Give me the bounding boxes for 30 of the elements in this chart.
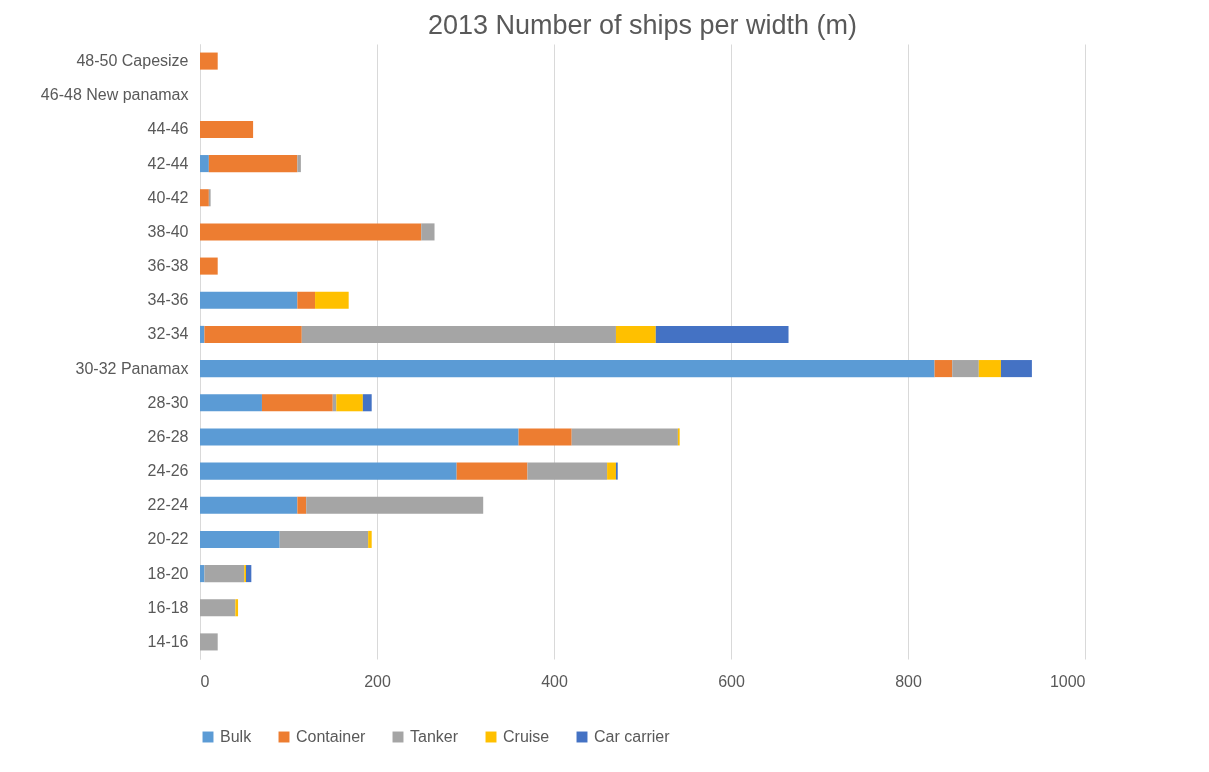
y-tick-label: 38-40 (147, 222, 189, 240)
x-tick-label: 400 (541, 672, 568, 690)
y-tick-label: 20-22 (147, 530, 189, 548)
y-tick-label: 42-44 (147, 154, 189, 172)
y-tick-label: 22-24 (147, 496, 189, 514)
y-tick-label: 28-30 (147, 393, 189, 411)
y-tick-label: 18-20 (147, 564, 189, 582)
y-tick-label: 14-16 (147, 632, 189, 650)
y-tick-label: 24-26 (147, 462, 189, 480)
x-tick-label: 0 (200, 672, 210, 690)
x-tick-label: 600 (718, 672, 745, 690)
y-tick-label: 30-32 Panamax (75, 359, 189, 377)
y-tick-label: 16-18 (147, 598, 189, 616)
y-tick-label: 26-28 (147, 427, 189, 445)
legend-label: Tanker (410, 728, 459, 745)
y-tick-label: 44-46 (147, 120, 189, 138)
x-tick-label: 800 (895, 672, 922, 690)
legend-label: Bulk (220, 728, 253, 745)
y-tick-label: 46-48 New panamax (40, 86, 189, 104)
legend-label: Car carrier (594, 728, 671, 745)
x-tick-label: 1000 (1049, 672, 1086, 690)
x-tick-label: 200 (364, 672, 391, 690)
chart-title: 2013 Number of ships per width (m) (427, 10, 858, 40)
y-tick-label: 34-36 (147, 291, 189, 309)
y-tick-label: 36-38 (147, 257, 189, 275)
legend-label: Container (296, 728, 367, 745)
y-tick-label: 32-34 (147, 325, 189, 343)
legend-label: Cruise (503, 728, 550, 745)
y-tick-label: 40-42 (147, 188, 189, 206)
y-tick-label: 48-50 Capesize (76, 52, 189, 70)
